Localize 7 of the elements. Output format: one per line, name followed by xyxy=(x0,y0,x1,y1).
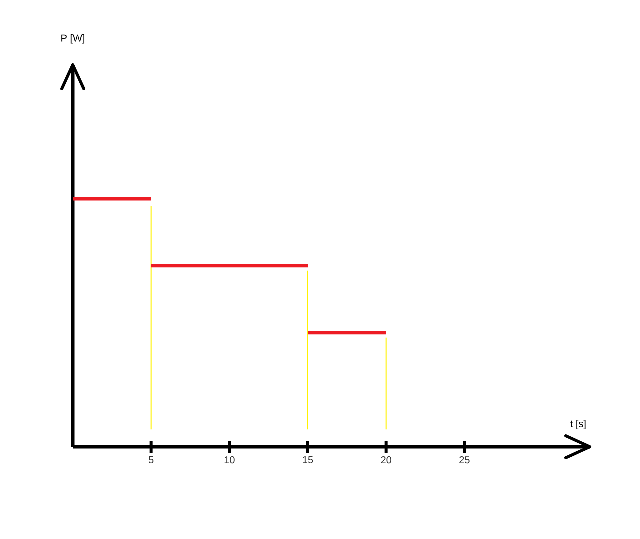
x-axis-title: t [s] xyxy=(570,420,586,430)
x-tick-label: 20 xyxy=(381,456,392,464)
x-tick-label: 5 xyxy=(148,456,154,464)
x-tick-label: 25 xyxy=(460,456,470,464)
text: P [W] xyxy=(62,34,85,44)
x-tick-label: 15 xyxy=(303,456,314,464)
x-tick-label: 10 xyxy=(224,456,235,464)
